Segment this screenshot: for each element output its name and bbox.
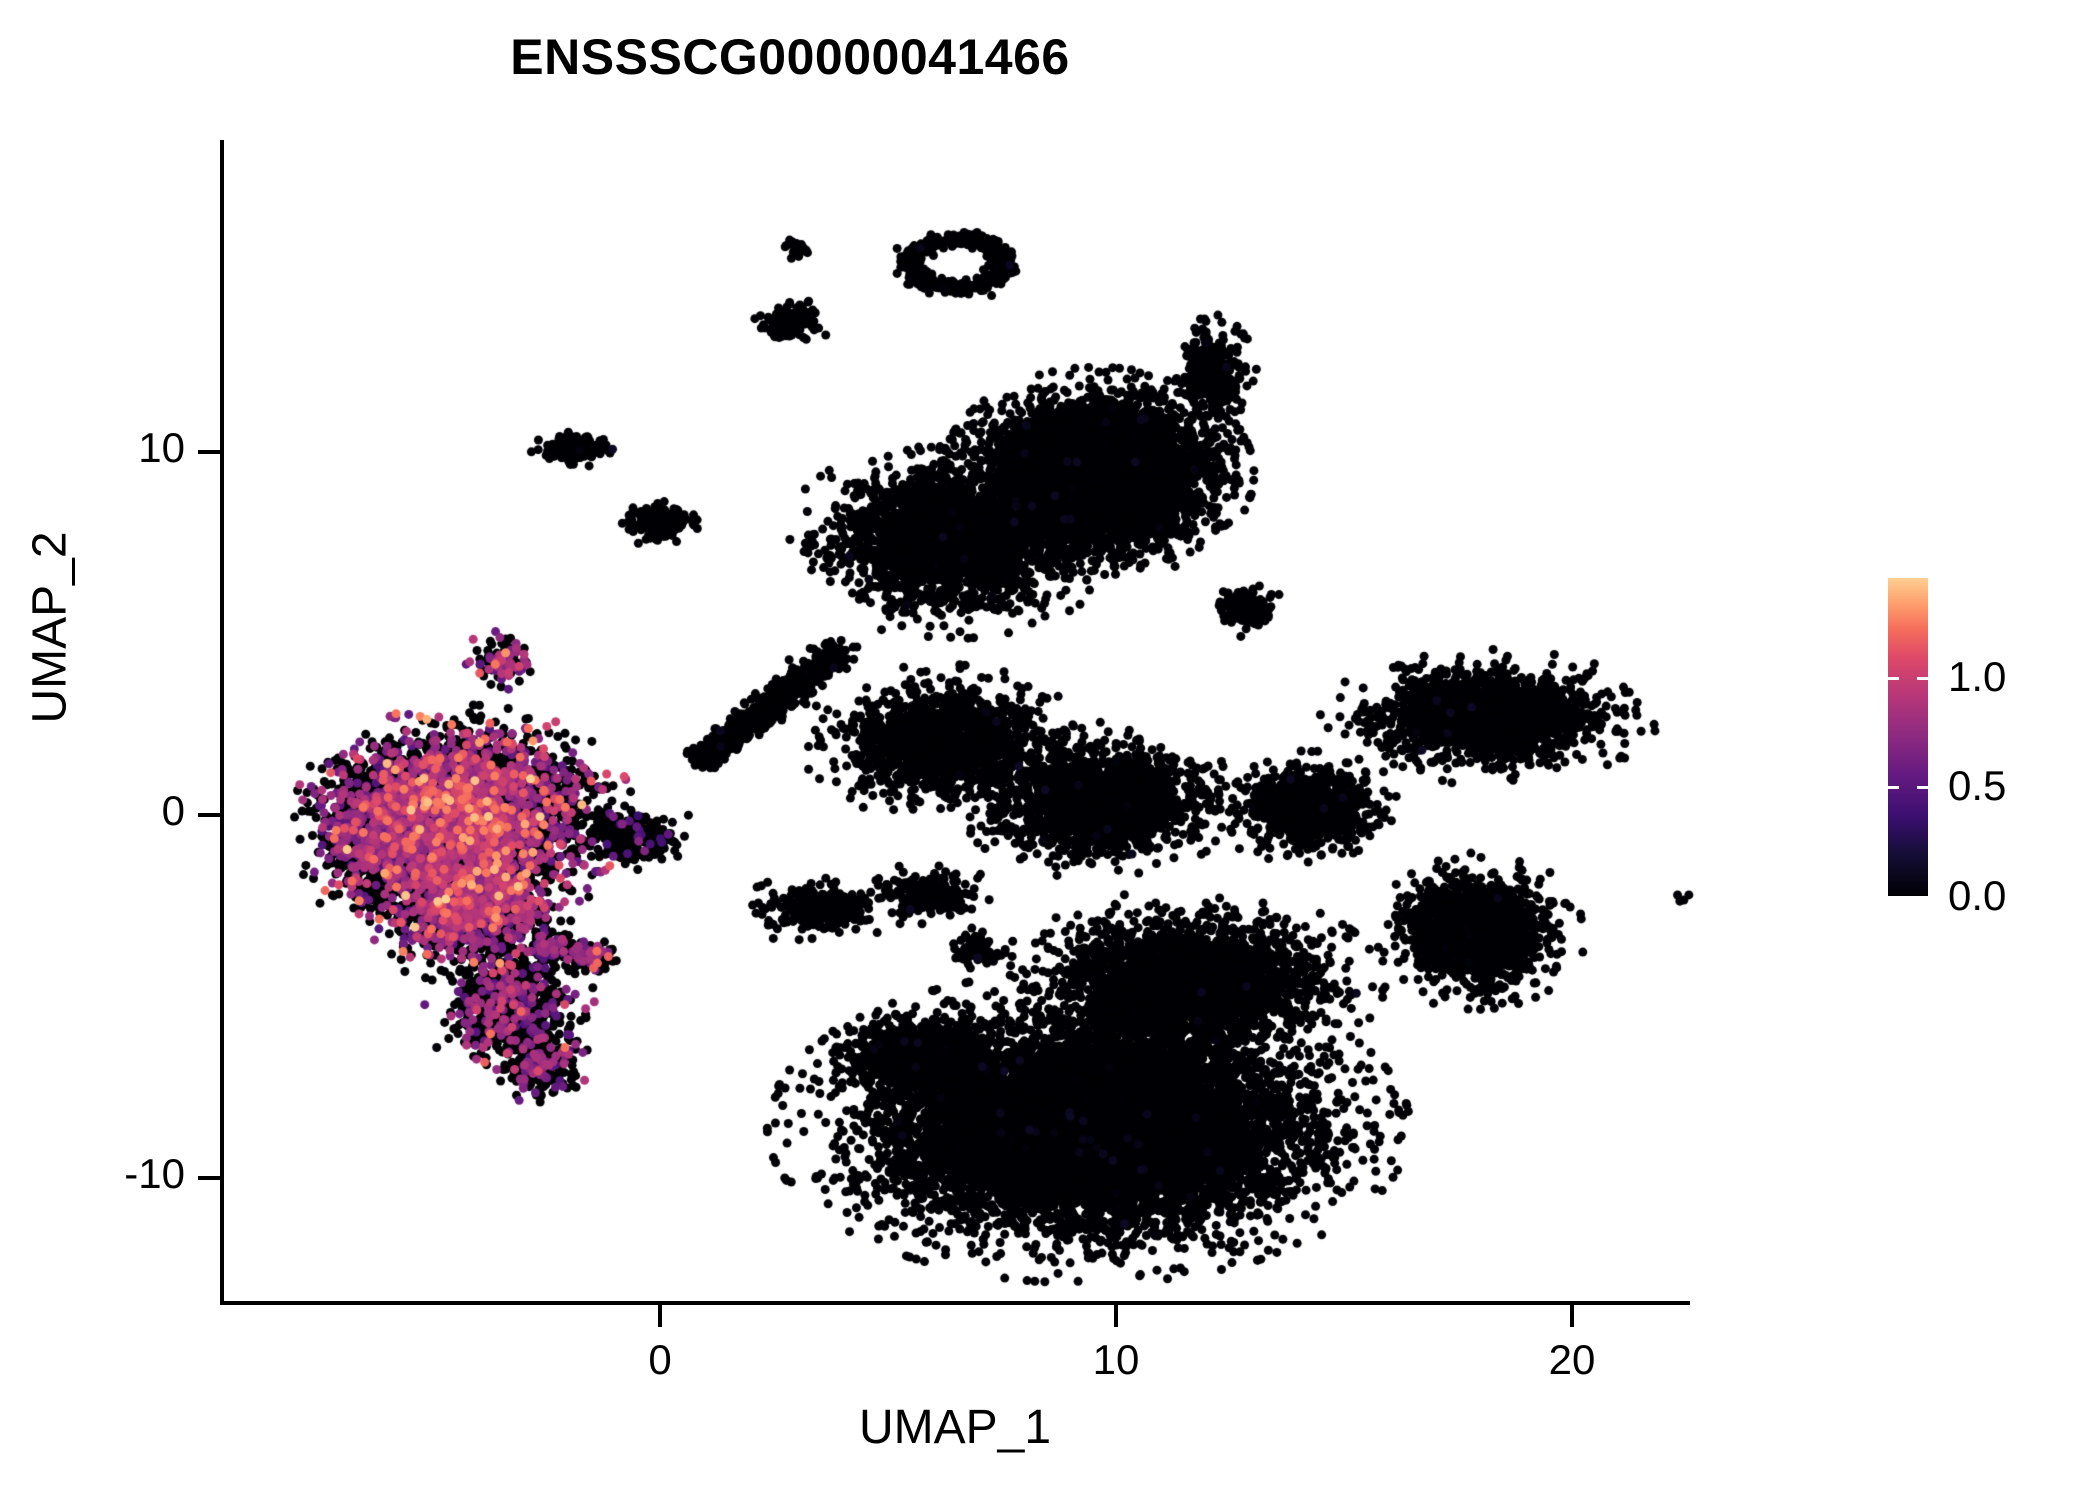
colorbar-legend: 0.0 0.5 1.0 — [1880, 570, 2100, 919]
colorbar-tick-mark-1.0 — [1888, 676, 1899, 680]
y-tick--10 — [198, 1176, 220, 1180]
x-tick-label-10: 10 — [1092, 1336, 1140, 1383]
x-tick-label-0: 0 — [648, 1336, 672, 1383]
colorbar-gradient — [1888, 578, 1928, 896]
colorbar-label-0.5: 0.5 — [1948, 762, 2007, 810]
y-tick-10 — [198, 450, 220, 454]
colorbar-tick-mark-0.0 — [1917, 896, 1928, 899]
y-tick-label--10: -10 — [124, 1150, 185, 1197]
colorbar-tick-mark-1.0 — [1917, 676, 1928, 680]
x-tick-0 — [658, 1305, 662, 1327]
x-axis-line — [220, 1301, 1690, 1305]
x-tick-20 — [1570, 1305, 1574, 1327]
x-tick-label-20: 20 — [1548, 1336, 1596, 1383]
colorbar-label-1.0: 1.0 — [1948, 652, 2007, 700]
y-axis-title: UMAP_2 — [23, 531, 77, 724]
y-tick-label-10: 10 — [138, 424, 185, 471]
y-tick-0 — [198, 813, 220, 817]
colorbar-tick-mark-0.5 — [1917, 786, 1928, 790]
colorbar-tick-mark-0.5 — [1888, 786, 1899, 790]
colorbar-tick-mark-0.0 — [1888, 896, 1899, 899]
x-axis-title: UMAP_1 — [858, 1401, 1052, 1454]
y-tick-label-0: 0 — [161, 787, 185, 834]
y-axis-line — [220, 140, 224, 1305]
x-tick-10 — [1114, 1305, 1118, 1327]
colorbar-label-0.0: 0.0 — [1948, 872, 2007, 919]
